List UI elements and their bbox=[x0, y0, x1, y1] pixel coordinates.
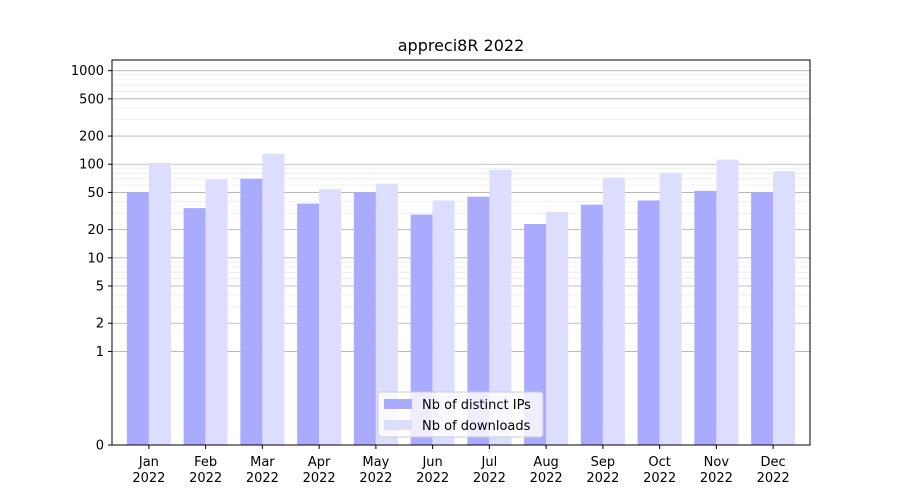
bar-nb-of-downloads-oct bbox=[659, 172, 682, 445]
x-tick-label: Aug bbox=[533, 455, 558, 470]
bar-nb-of-distinct-ips-aug bbox=[524, 223, 547, 445]
y-tick-label: 2 bbox=[96, 317, 104, 332]
bar-nb-of-distinct-ips-jan bbox=[126, 192, 149, 445]
bar-nb-of-downloads-apr bbox=[319, 189, 342, 445]
x-tick-label: Jun bbox=[421, 455, 442, 470]
y-tick-label: 500 bbox=[79, 92, 104, 107]
plot-frame bbox=[111, 59, 811, 446]
x-tick-sublabel: 2022 bbox=[359, 471, 392, 486]
bar-nb-of-downloads-nov bbox=[716, 159, 739, 445]
legend-swatch bbox=[384, 420, 412, 430]
bars bbox=[126, 153, 796, 446]
bar-nb-of-downloads-dec bbox=[773, 171, 796, 445]
bar-nb-of-downloads-sep bbox=[602, 177, 625, 446]
x-tick-sublabel: 2022 bbox=[246, 471, 279, 486]
bar-nb-of-distinct-ips-dec bbox=[751, 192, 774, 445]
legend: Nb of distinct IPs Nb of downloads bbox=[377, 391, 544, 438]
y-tick-label: 100 bbox=[79, 158, 104, 173]
x-tick-sublabel: 2022 bbox=[643, 471, 676, 486]
bar-nb-of-distinct-ips-mar bbox=[240, 178, 263, 446]
y-tick-label: 1000 bbox=[71, 64, 104, 79]
y-tick-label: 0 bbox=[96, 439, 104, 454]
x-tick-sublabel: 2022 bbox=[700, 471, 733, 486]
bar-nb-of-downloads-jun bbox=[432, 200, 455, 445]
bar-nb-of-distinct-ips-feb bbox=[183, 208, 206, 445]
x-tick-label: Feb bbox=[194, 455, 217, 470]
x-tick-label: Jan bbox=[138, 455, 159, 470]
bar-nb-of-distinct-ips-apr bbox=[297, 203, 320, 445]
x-tick-sublabel: 2022 bbox=[303, 471, 336, 486]
bar-nb-of-downloads-may bbox=[375, 183, 398, 445]
x-tick-sublabel: 2022 bbox=[416, 471, 449, 486]
bar-nb-of-distinct-ips-oct bbox=[637, 200, 660, 445]
y-tick-label: 5 bbox=[96, 280, 104, 295]
x-tick-sublabel: 2022 bbox=[530, 471, 563, 486]
bar-nb-of-distinct-ips-jul bbox=[467, 196, 490, 445]
bar-nb-of-distinct-ips-sep bbox=[580, 204, 603, 445]
bar-nb-of-distinct-ips-nov bbox=[694, 190, 717, 445]
x-tick-label: Nov bbox=[704, 455, 730, 470]
y-tick-label: 200 bbox=[79, 130, 104, 145]
x-axis: Jan2022Feb2022Mar2022Apr2022May2022Jun20… bbox=[132, 445, 790, 486]
x-tick-sublabel: 2022 bbox=[189, 471, 222, 486]
x-tick-sublabel: 2022 bbox=[132, 471, 165, 486]
x-tick-label: Mar bbox=[250, 455, 275, 470]
y-tick-label: 10 bbox=[87, 251, 104, 266]
bar-nb-of-downloads-mar bbox=[262, 153, 285, 446]
x-tick-label: Apr bbox=[308, 455, 331, 470]
bar-nb-of-downloads-feb bbox=[205, 179, 228, 445]
y-tick-label: 50 bbox=[87, 186, 104, 201]
legend-label: Nb of distinct IPs bbox=[422, 398, 531, 413]
bar-nb-of-distinct-ips-jun bbox=[410, 214, 433, 445]
x-tick-label: Jul bbox=[481, 455, 498, 470]
chart-title: appreci8R 2022 bbox=[398, 36, 525, 55]
legend-box bbox=[377, 391, 544, 438]
bar-nb-of-distinct-ips-may bbox=[353, 192, 376, 445]
x-tick-label: May bbox=[362, 455, 389, 470]
x-tick-label: Dec bbox=[761, 455, 786, 470]
legend-swatch bbox=[384, 399, 412, 409]
x-tick-sublabel: 2022 bbox=[473, 471, 506, 486]
x-tick-sublabel: 2022 bbox=[757, 471, 790, 486]
x-tick-sublabel: 2022 bbox=[586, 471, 619, 486]
y-tick-label: 20 bbox=[87, 223, 104, 238]
bar-nb-of-downloads-aug bbox=[546, 211, 569, 445]
bar-nb-of-downloads-jan bbox=[148, 163, 171, 445]
legend-label: Nb of downloads bbox=[422, 419, 531, 434]
x-tick-label: Sep bbox=[591, 455, 616, 470]
y-axis: 0 1 2 5 10 20 50 100 200 500 1000 bbox=[71, 64, 112, 454]
x-tick-label: Oct bbox=[648, 455, 670, 470]
bar-nb-of-downloads-jul bbox=[489, 169, 512, 445]
y-tick-label: 1 bbox=[96, 345, 104, 360]
